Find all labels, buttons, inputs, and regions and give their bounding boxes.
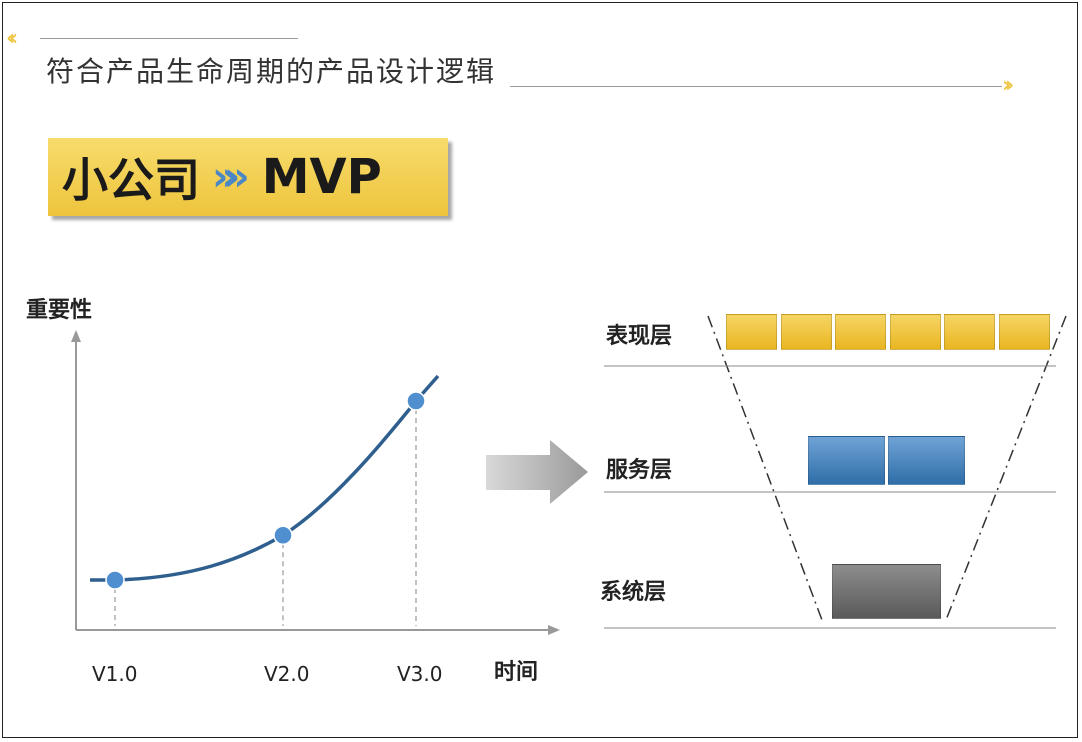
- x-tick-label: V3.0: [397, 662, 443, 686]
- data-point: [406, 391, 426, 411]
- x-tick-label: V2.0: [264, 662, 310, 686]
- data-point: [105, 570, 125, 590]
- y-axis-label: 重要性: [26, 298, 93, 323]
- title-rule-top: [40, 38, 298, 39]
- x-tick-label: V1.0: [92, 662, 138, 686]
- layer-block: [780, 314, 832, 350]
- funnel-right-edge: [945, 315, 1067, 621]
- banner: 小公司 »» MVP: [48, 138, 448, 216]
- transition-arrow-icon: [486, 440, 588, 504]
- banner-company-label: 小公司: [62, 153, 200, 207]
- layer-block: [832, 564, 941, 619]
- layer-block: [808, 436, 885, 485]
- layer-label-system: 系统层: [600, 580, 667, 605]
- layer-label-presentation: 表现层: [606, 324, 673, 349]
- page-title: 符合产品生命周期的产品设计逻辑: [46, 55, 497, 88]
- banner-mvp-label: MVP: [261, 149, 382, 205]
- layer-block: [888, 436, 965, 485]
- title-rule-bottom: [510, 86, 1002, 87]
- layer-block: [998, 314, 1050, 350]
- layer-block: [726, 314, 777, 350]
- double-chevron-right-icon: »»: [212, 154, 250, 200]
- layer-block: [944, 314, 995, 350]
- x-axis-arrow-icon: [548, 625, 560, 635]
- layer-block: [835, 314, 886, 350]
- data-point: [273, 525, 293, 545]
- x-axis-label: 时间: [494, 660, 539, 685]
- funnel-left-edge: [707, 315, 823, 621]
- layer-block: [889, 314, 941, 350]
- layer-label-service: 服务层: [606, 458, 673, 483]
- y-axis-arrow-icon: [71, 330, 81, 342]
- series-line: [90, 374, 440, 582]
